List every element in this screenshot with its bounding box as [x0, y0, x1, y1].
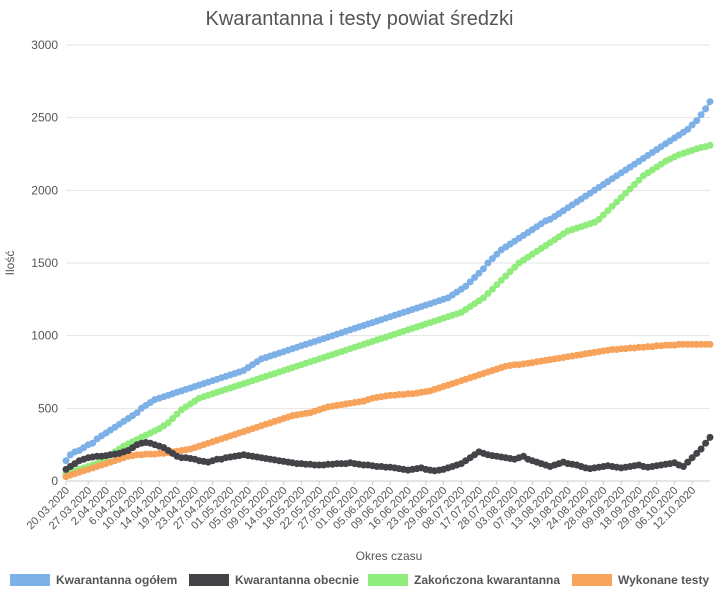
y-tick-label: 2000 [31, 183, 58, 197]
data-point[interactable] [462, 282, 470, 290]
data-point[interactable] [693, 117, 701, 125]
data-point[interactable] [706, 98, 714, 106]
y-tick-label: 500 [38, 401, 58, 415]
data-point[interactable] [702, 439, 710, 447]
data-point[interactable] [466, 278, 474, 286]
series-line [65, 101, 711, 462]
y-tick-label: 1000 [31, 329, 58, 343]
data-point[interactable] [493, 250, 501, 258]
data-point[interactable] [599, 211, 607, 219]
legend-label: Kwarantanna ogółem [56, 573, 178, 587]
data-point[interactable] [622, 189, 630, 197]
legend-swatch [368, 574, 408, 586]
series-2 [62, 141, 714, 478]
legend-item[interactable]: Zakończona kwarantanna [368, 573, 560, 587]
data-point[interactable] [164, 419, 172, 427]
data-point[interactable] [169, 415, 177, 422]
series-1 [62, 433, 714, 475]
series-3 [62, 340, 714, 481]
legend-item[interactable]: Kwarantanna ogółem [10, 573, 177, 587]
data-point[interactable] [626, 185, 634, 193]
data-point[interactable] [173, 410, 181, 418]
data-point[interactable] [693, 449, 701, 457]
data-point[interactable] [488, 255, 496, 263]
data-point[interactable] [471, 274, 479, 281]
data-point[interactable] [617, 194, 625, 202]
data-point[interactable] [684, 125, 692, 133]
data-point[interactable] [480, 265, 487, 273]
data-point[interactable] [484, 259, 492, 267]
data-point[interactable] [688, 121, 696, 129]
legend-label: Zakończona kwarantanna [414, 573, 561, 587]
chart-title: Kwarantanna i testy powiat średzki [205, 8, 514, 30]
x-tick-labels: 20.03.202027.03.20202.04.20206.04.202010… [25, 481, 698, 532]
legend-item[interactable]: Wykonane testy [572, 573, 709, 587]
data-point[interactable] [480, 294, 487, 302]
data-point[interactable] [89, 439, 97, 447]
data-point[interactable] [706, 141, 714, 149]
grid-layer: 0 500 1000 1500 2000 2500 3000 [31, 38, 710, 488]
data-point[interactable] [608, 202, 616, 210]
legend-swatch [189, 574, 229, 586]
legend-swatch [10, 574, 50, 586]
data-point[interactable] [702, 105, 710, 113]
series-line [65, 343, 710, 478]
series-layer [62, 98, 714, 481]
data-point[interactable] [493, 281, 501, 289]
data-point[interactable] [631, 181, 638, 188]
data-point[interactable] [502, 272, 510, 280]
data-point[interactable] [62, 457, 70, 465]
data-point[interactable] [604, 207, 612, 215]
data-point[interactable] [635, 176, 643, 184]
data-point[interactable] [684, 458, 692, 466]
y-tick-label: 0 [51, 474, 58, 488]
legend-label: Kwarantanna obecnie [235, 573, 360, 587]
legend: Kwarantanna ogółem Kwarantanna obecnie Zak… [0, 573, 719, 593]
legend-item[interactable]: Kwarantanna obecnie [189, 573, 359, 587]
x-axis-label: Okres czasu [356, 549, 423, 563]
series-0 [62, 98, 714, 465]
data-point[interactable] [506, 268, 514, 276]
data-point[interactable] [511, 263, 519, 271]
data-point[interactable] [475, 269, 483, 277]
y-axis-label: Ilość [3, 251, 17, 276]
data-point[interactable] [133, 409, 141, 417]
data-point[interactable] [488, 285, 496, 293]
legend-swatch [572, 574, 612, 586]
data-point[interactable] [497, 276, 505, 284]
data-point[interactable] [679, 463, 687, 470]
legend-label: Wykonane testy [618, 573, 710, 587]
y-tick-label: 3000 [31, 38, 58, 52]
data-point[interactable] [697, 445, 705, 453]
data-point[interactable] [613, 198, 621, 206]
y-tick-label: 2500 [31, 111, 58, 125]
data-point[interactable] [697, 111, 705, 119]
data-point[interactable] [688, 454, 696, 462]
data-point[interactable] [706, 340, 714, 348]
data-point[interactable] [484, 290, 492, 297]
data-point[interactable] [595, 215, 603, 223]
data-point[interactable] [706, 433, 714, 441]
y-tick-label: 1500 [31, 256, 58, 270]
